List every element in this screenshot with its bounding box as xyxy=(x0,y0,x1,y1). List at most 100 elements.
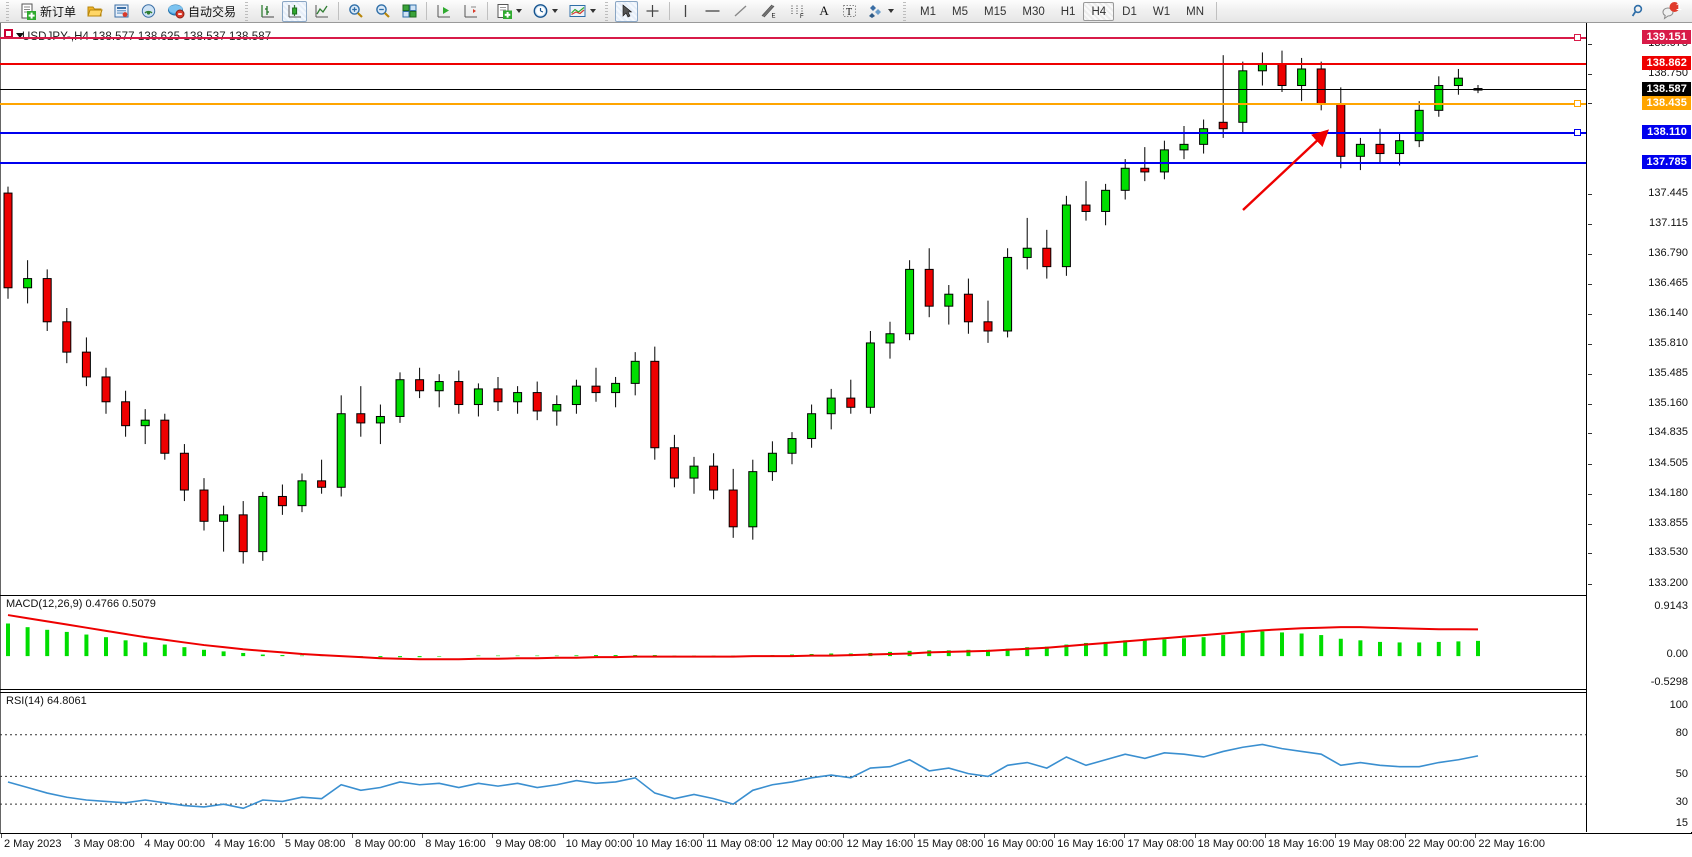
search-button[interactable] xyxy=(1625,1,1651,22)
timeframe-m30-button[interactable]: M30 xyxy=(1022,5,1045,18)
candle-body xyxy=(1022,247,1032,258)
timeframe-m5-button[interactable]: M5 xyxy=(952,5,968,18)
chevron-down-icon-4[interactable] xyxy=(888,9,895,13)
cursor-button[interactable] xyxy=(615,0,639,22)
time-axis-label: 8 May 00:00 xyxy=(355,838,416,850)
notification-button[interactable]: 1 xyxy=(1656,1,1684,22)
price-chip[interactable]: 138.435 xyxy=(1641,95,1691,110)
new-order-icon xyxy=(21,3,36,20)
text-label-button[interactable]: T xyxy=(837,1,862,22)
timeframe-mn-button[interactable]: MN xyxy=(1186,5,1204,18)
price-tick-mark xyxy=(1588,283,1592,285)
price-tick-mark xyxy=(1588,223,1592,225)
open-data-button[interactable] xyxy=(109,1,134,22)
chart-window[interactable]: 139.075138.750138.435137.445137.115136.7… xyxy=(0,23,1692,857)
auto-trading-button[interactable]: 自动交易 xyxy=(163,1,240,22)
timeframe-m1-button[interactable]: M1 xyxy=(920,5,937,18)
zoom-out-button[interactable] xyxy=(370,1,395,22)
price-chip[interactable]: 138.587 xyxy=(1641,81,1691,96)
crosshair-button[interactable] xyxy=(640,1,665,22)
chevron-down-icon[interactable] xyxy=(516,9,523,13)
chart-shift-button[interactable] xyxy=(458,1,483,22)
shapes-button[interactable] xyxy=(864,1,898,22)
time-axis-label: 10 May 16:00 xyxy=(635,838,703,850)
timeframe-h4-button[interactable]: H4 xyxy=(1083,1,1115,21)
price-chip[interactable]: 137.785 xyxy=(1641,155,1691,170)
new-order-label: 新订单 xyxy=(40,4,77,19)
candlestick-chart-button[interactable] xyxy=(282,0,308,22)
candle-body xyxy=(434,381,444,392)
candle-body xyxy=(317,480,327,488)
candle-body xyxy=(1453,77,1463,87)
fibonacci-icon: F xyxy=(791,5,804,19)
time-axis-tick xyxy=(913,834,915,838)
svg-text:F: F xyxy=(800,14,804,19)
price-tick-mark xyxy=(1588,463,1592,465)
candle-body xyxy=(709,465,719,491)
macd-tick-label: 0.9143 xyxy=(1654,600,1688,612)
channel-icon: E xyxy=(761,4,776,19)
period-button[interactable] xyxy=(528,1,562,22)
candle-body xyxy=(121,401,131,427)
candle-body xyxy=(1159,149,1169,173)
macd-svg xyxy=(6,614,1480,661)
rsi-tick-label: 50 xyxy=(1675,768,1688,781)
time-axis-label: 3 May 08:00 xyxy=(74,838,135,850)
macd-pane[interactable]: MACD(12,26,9) 0.4766 0.5079 xyxy=(0,595,1586,690)
candle-body xyxy=(395,379,405,417)
fibonacci-button[interactable]: F xyxy=(784,1,811,22)
price-tick-mark xyxy=(1588,73,1592,75)
candle-body xyxy=(219,514,229,522)
toolbar-grip-2[interactable] xyxy=(244,1,252,21)
bar-chart-button[interactable] xyxy=(255,1,280,22)
auto-scroll-button[interactable] xyxy=(431,1,456,22)
data-folder-button[interactable] xyxy=(82,1,107,22)
timeframe-w1-button[interactable]: W1 xyxy=(1152,5,1171,18)
candle-body xyxy=(1297,68,1307,87)
horizontal-line-button[interactable] xyxy=(699,1,726,22)
timeframe-d1-button[interactable]: D1 xyxy=(1122,5,1137,18)
price-chip[interactable]: 139.151 xyxy=(1641,29,1691,44)
time-axis-tick xyxy=(1124,834,1126,838)
time-axis-tick xyxy=(1054,834,1056,838)
candle-body xyxy=(160,419,170,454)
text-label-icon: T xyxy=(843,5,856,18)
toolbar-grip-4[interactable] xyxy=(902,1,910,21)
chart-title-arrow-icon xyxy=(16,33,24,38)
candle-body xyxy=(767,452,777,473)
candle-body xyxy=(650,360,660,449)
text-button[interactable]: A xyxy=(813,1,835,22)
candle-body xyxy=(297,480,307,507)
new-order-button[interactable]: 新订单 xyxy=(16,1,80,22)
tile-windows-button[interactable] xyxy=(397,1,422,22)
candle-body xyxy=(1434,85,1444,111)
time-axis-label: 17 May 08:00 xyxy=(1127,838,1194,850)
chevron-down-icon-3[interactable] xyxy=(590,9,597,13)
candle-body xyxy=(1238,70,1248,123)
timeframe-h1-button[interactable]: H1 xyxy=(1060,5,1076,18)
timeframe-m15-button[interactable]: M15 xyxy=(984,5,1007,18)
zoom-in-button[interactable] xyxy=(343,1,368,22)
rsi-pane[interactable]: RSI(14) 64.8061 xyxy=(0,692,1586,832)
price-scale[interactable]: 139.075138.750138.435137.445137.115136.7… xyxy=(1586,23,1692,832)
chevron-down-icon-2[interactable] xyxy=(552,9,559,13)
candle-body xyxy=(1199,128,1209,145)
candle-body xyxy=(1277,63,1287,87)
vertical-line-button[interactable] xyxy=(674,1,697,22)
candle-body xyxy=(1003,256,1013,332)
time-axis-label: 2 May 2023 xyxy=(4,838,62,850)
price-pane[interactable]: USDJPY-,H4 138.577 138.625 138.537 138.5… xyxy=(0,23,1586,593)
rsi-tick-label: 100 xyxy=(1669,699,1688,711)
candle-body xyxy=(630,360,640,384)
toolbar-grip[interactable] xyxy=(5,1,12,21)
time-axis[interactable]: 2 May 2023 3 May 08:00 4 May 00:00 4 May 16… xyxy=(0,834,1692,857)
templates-button[interactable] xyxy=(564,1,600,22)
price-chip[interactable]: 138.110 xyxy=(1642,125,1691,140)
line-chart-button[interactable] xyxy=(309,1,334,22)
equidistant-channel-button[interactable]: E xyxy=(755,1,782,22)
indicators-button[interactable] xyxy=(492,1,526,22)
trendline-button[interactable] xyxy=(728,1,753,22)
toolbar-grip-3[interactable] xyxy=(604,1,612,21)
price-chip[interactable]: 138.862 xyxy=(1641,56,1691,71)
connection-button[interactable] xyxy=(136,1,161,22)
